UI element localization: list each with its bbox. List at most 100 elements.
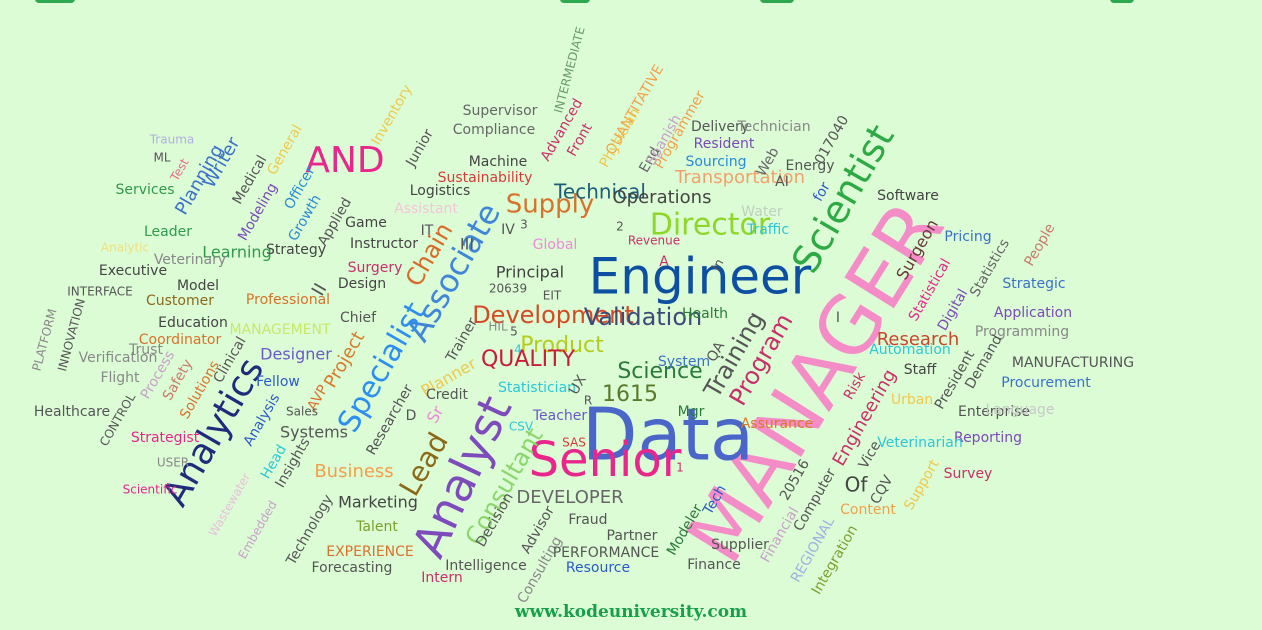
word-strategy: Strategy (266, 242, 326, 258)
word-finance: Finance (687, 557, 741, 573)
word-verification: Verification (79, 350, 158, 366)
top-strip (560, 0, 590, 3)
word-performance: PERFORMANCE (553, 545, 660, 561)
word-support: Support (901, 457, 943, 513)
word-assistant: Assistant (394, 201, 458, 217)
word-iii: III (460, 235, 474, 254)
word-language: Language (985, 402, 1054, 418)
word-r: R (584, 394, 592, 408)
word-manufacturing: MANUFACTURING (1012, 355, 1134, 371)
word-executive: Executive (99, 263, 167, 279)
word-procurement: Procurement (1001, 375, 1091, 391)
word-transportation: Transportation (674, 167, 805, 188)
word-4: 4 (514, 343, 522, 357)
word-2: 2 (616, 220, 624, 234)
word-professional: Professional (246, 292, 330, 308)
word-fellow: Fellow (256, 374, 300, 390)
word-sustainability: Sustainability (438, 170, 533, 186)
word-d: D (406, 408, 417, 424)
word-interface: INTERFACE (67, 285, 133, 299)
word-survey: Survey (944, 466, 993, 482)
word-embedded: Embedded (235, 498, 279, 561)
word-intern: Intern (421, 570, 463, 586)
footer-url: www.kodeuniversity.com (514, 602, 748, 622)
word-marketing: Marketing (338, 493, 418, 512)
word-assurance: Assurance (741, 416, 814, 432)
word-csv: CSV (509, 420, 534, 434)
word-content: Content (840, 502, 896, 518)
word-automation: Automation (869, 342, 951, 358)
word-scientific: Scientific (123, 483, 178, 497)
word-principal: Principal (496, 263, 564, 282)
word-traffic: Traffic (746, 222, 789, 238)
word-sales: Sales (286, 405, 318, 419)
word-water: Water (741, 204, 783, 220)
word-supervisor: Supervisor (463, 103, 538, 119)
word-analytic: Analytic (101, 241, 149, 255)
word-customer: Customer (146, 293, 214, 309)
word-healthcare: Healthcare (34, 404, 110, 420)
word-veterinary: Veterinary (154, 252, 226, 268)
word-platform: PLATFORM (29, 307, 59, 372)
word-quality: QUALITY (481, 347, 576, 372)
word-1: 1 (676, 461, 684, 475)
word-veterinarian: Veterinarian (877, 435, 962, 451)
word-design: Design (338, 276, 386, 292)
word-enterprise: Enterprise (958, 404, 1030, 420)
word-energy: Energy (785, 158, 834, 174)
word-trauma: Trauma (149, 133, 195, 147)
word-resident: Resident (694, 136, 755, 152)
word-developer: DEVELOPER (516, 487, 623, 508)
word-model: Model (177, 278, 219, 294)
word-talent: Talent (355, 519, 398, 535)
word-management: MANAGEMENT (229, 322, 331, 338)
word-statistician: Statistician (498, 380, 576, 396)
word-compliance: Compliance (453, 122, 535, 138)
word-it: IT (421, 223, 434, 239)
word-sourcing: Sourcing (685, 154, 746, 170)
word-game: Game (345, 215, 387, 231)
word-20639: 20639 (489, 282, 527, 296)
word-senior: Senior (529, 432, 682, 488)
word-3: 3 (520, 218, 528, 232)
word-business: Business (314, 461, 393, 482)
word-programming: Programming (975, 324, 1069, 340)
word-fraud: Fraud (568, 512, 607, 528)
word-physician: Physician (597, 105, 644, 170)
word-system: System (658, 354, 710, 370)
word-mgr: Mgr (678, 404, 705, 420)
word-technical: Technical (553, 180, 646, 204)
word-ml: ML (153, 151, 170, 165)
word-people: People (1021, 221, 1058, 269)
word-general: General (264, 122, 305, 178)
word-engineer: Engineer (589, 248, 812, 306)
word-trust: Trust (128, 342, 163, 358)
word-science: Science (617, 359, 702, 384)
word-i: I (836, 310, 840, 326)
word-machine: Machine (469, 154, 528, 170)
word-inventory: Inventory (368, 82, 415, 148)
word-technician: Technician (736, 119, 810, 135)
word-education: Education (158, 315, 228, 331)
word-supplier: Supplier (711, 537, 769, 553)
word-sas: SAS (562, 436, 586, 450)
word-intelligence: Intelligence (445, 558, 526, 574)
word-supply: Supply (506, 190, 595, 220)
word-software: Software (877, 188, 939, 204)
word-revenue: Revenue (628, 234, 680, 248)
word-research: Research (877, 329, 960, 350)
word-instructor: Instructor (350, 236, 418, 252)
word-surgery: Surgery (348, 260, 403, 276)
word-iv: IV (501, 222, 515, 238)
word-pricing: Pricing (944, 229, 991, 245)
word-learning: Learning (202, 243, 271, 262)
word-a: A (659, 254, 669, 270)
word-hil: HIL (488, 320, 508, 334)
word-development: Development (472, 301, 634, 329)
word-product: Product (520, 333, 604, 358)
word-chief: Chief (340, 310, 377, 326)
word-data: Data (582, 393, 754, 477)
word-teacher: Teacher (532, 408, 588, 424)
word-experience: EXPERIENCE (326, 544, 414, 560)
word-application: Application (994, 305, 1072, 321)
